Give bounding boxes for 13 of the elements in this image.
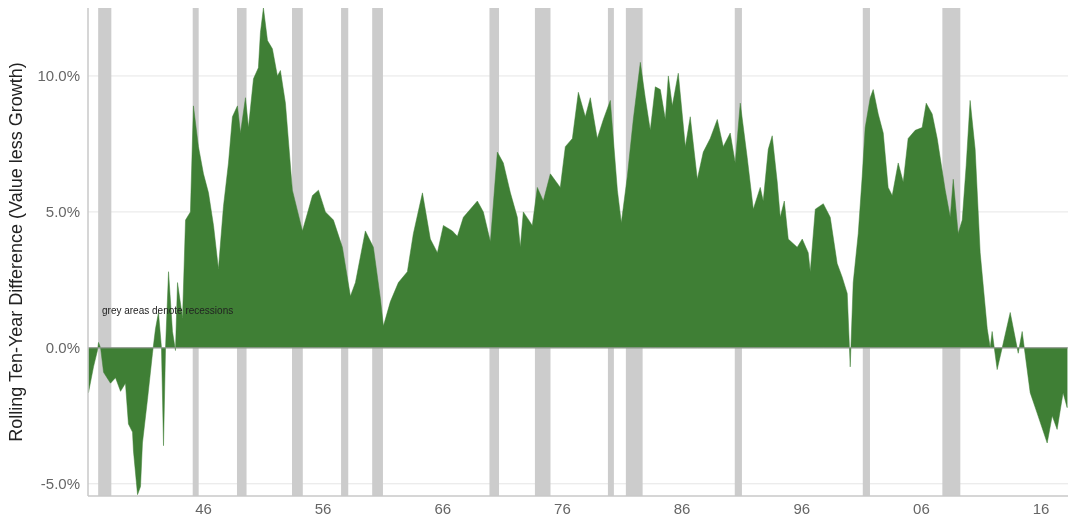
y-axis-title: Rolling Ten-Year Difference (Value less Growth)	[6, 62, 26, 442]
x-tick-label: 16	[1032, 500, 1050, 517]
y-tick-label: 5.0%	[45, 203, 80, 221]
x-tick-label: 56	[314, 500, 332, 517]
y-tick-label: 10.0%	[37, 67, 80, 85]
y-tick-label: 0.0%	[45, 339, 80, 357]
x-tick-label: 76	[554, 500, 571, 517]
x-tick-label: 66	[434, 500, 452, 517]
x-tick-label: 06	[913, 500, 930, 517]
y-tick-label: -5.0%	[40, 475, 80, 493]
x-tick-label: 46	[195, 500, 212, 517]
x-tick-label: 86	[673, 500, 691, 517]
x-tick-label: 96	[793, 500, 811, 517]
